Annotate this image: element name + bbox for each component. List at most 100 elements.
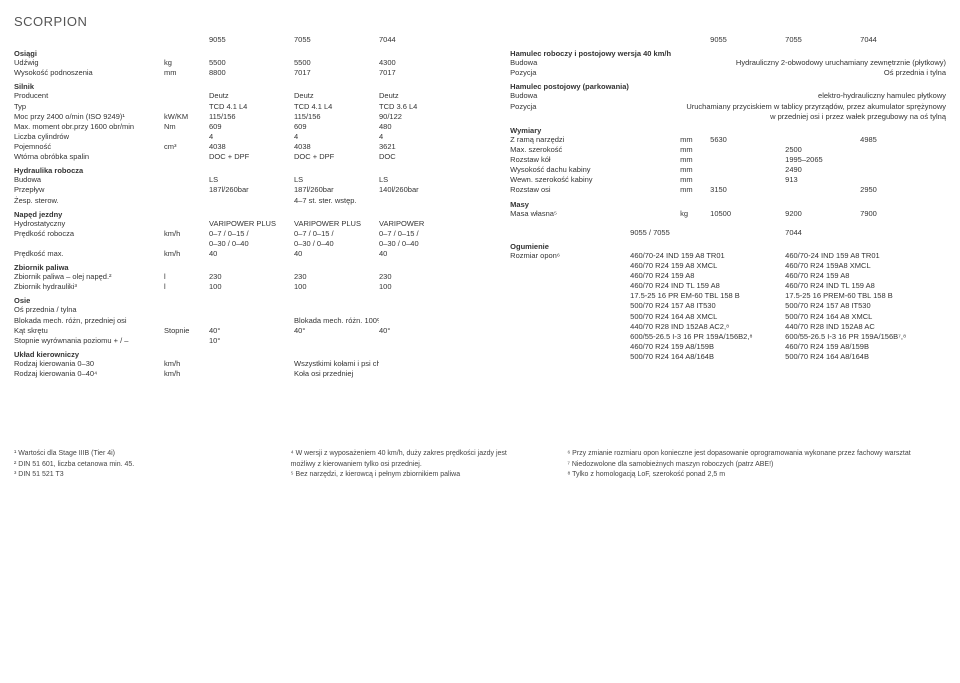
tire-value: 460/70 R24 IND TL 159 A8 — [630, 281, 785, 291]
spec-row: Przepływ187l/260bar187l/260bar140l/260ba… — [14, 185, 486, 195]
spec-value: 40° — [294, 326, 379, 336]
spec-value: 4038 — [209, 142, 294, 152]
footnote-col-2: ⁴ W wersji z wyposażeniem 40 km/h, duży … — [291, 449, 528, 481]
tire-value: 440/70 R28 IND 152A8 AC2,⁸ — [630, 322, 785, 332]
tire-value: 500/70 R24 164 A8 XMCL — [785, 312, 940, 322]
spec-label: Rozmiar opon⁶ — [510, 251, 630, 261]
tire-row: 460/70 R24 159 A8460/70 R24 159 A8 — [510, 271, 946, 281]
spec-value: 140l/260bar — [379, 185, 464, 195]
section-heading: Hamulec postojowy (parkowania) — [510, 82, 946, 91]
spec-value: elektro-hydrauliczny hamulec płytkowy — [680, 91, 946, 101]
spec-label: Wysokość dachu kabiny — [510, 165, 680, 175]
tire-value: 500/70 R24 164 A8/164B — [785, 352, 940, 362]
spec-row: Stopnie wyrównania poziomu + / –10° — [14, 336, 486, 346]
spec-label: Udźwig — [14, 58, 164, 68]
spec-label: Przepływ — [14, 185, 164, 195]
tire-value: 500/70 R24 157 A8 IT530 — [630, 301, 785, 311]
spec-value: 40 — [209, 249, 294, 259]
spec-label: Producent — [14, 91, 164, 101]
spec-row: Wysokość podnoszeniamm880070177017 — [14, 68, 486, 78]
spec-unit: km/h — [164, 229, 209, 239]
right-model-1: 9055 — [710, 35, 785, 45]
footnotes: ¹ Wartości dla Stage IIIB (Tier 4i)² DIN… — [14, 449, 946, 481]
right-model-3: 7044 — [860, 35, 935, 45]
tire-row: 460/70 R24 159 A8 XMCL460/70 R24 159A8 X… — [510, 261, 946, 271]
spec-value: 7900 — [860, 209, 935, 219]
spec-label: Hydrostatyczny — [14, 219, 164, 229]
spec-unit: mm — [680, 185, 710, 195]
footnote-col-3: ⁶ Przy zmianie rozmiaru opon konieczne j… — [567, 449, 946, 481]
spec-row: Z ramą narzędzimm56304985 — [510, 135, 946, 145]
spec-value: 40° — [379, 326, 464, 336]
tire-value: 17.5-25 16 PREM-60 TBL 158 B — [785, 291, 940, 301]
spec-value: 5500 — [209, 58, 294, 68]
spec-unit: l — [164, 282, 209, 292]
spec-unit: kW/KM — [164, 112, 209, 122]
tire-value: 460/70 R24 IND TL 159 A8 — [785, 281, 940, 291]
spec-label: Masa własna⁵ — [510, 209, 680, 219]
spec-row: Blokada mech. różn, przedniej osiBlokada… — [14, 316, 486, 326]
spec-value: Hydrauliczny 2-obwodowy uruchamiany zewn… — [680, 58, 946, 68]
tire-value: 460/70 R24 159A8 XMCL — [785, 261, 940, 271]
spec-value: 480 — [379, 122, 464, 132]
footnote: ⁴ W wersji z wyposażeniem 40 km/h, duży … — [291, 449, 528, 470]
left-model-1: 9055 — [209, 35, 294, 45]
spec-value: 9200 — [785, 209, 860, 219]
spec-row: Max. szerokośćmm2500 — [510, 145, 946, 155]
spec-value: 10° — [209, 336, 294, 346]
spec-value: Koła osi przedniej — [294, 369, 379, 379]
spec-unit: kg — [680, 209, 710, 219]
spec-label: Wysokość podnoszenia — [14, 68, 164, 78]
spec-value: LS — [209, 175, 294, 185]
section-heading: Hydraulika robocza — [14, 166, 486, 175]
spec-value: DOC + DPF — [209, 152, 294, 162]
tire-value: 600/55-26.5 I-3 16 PR 159A/156B⁷,⁸ — [785, 332, 940, 342]
spec-value: 40 — [379, 249, 464, 259]
page-title: SCORPION — [14, 14, 946, 29]
spec-value: 4 — [294, 132, 379, 142]
spec-unit: Stopnie — [164, 326, 209, 336]
section-heading: Osiągi — [14, 49, 486, 58]
spec-value: DOC + DPF — [294, 152, 379, 162]
spec-unit: kg — [164, 58, 209, 68]
tire-value: 500/70 R24 157 A8 IT530 — [785, 301, 940, 311]
spec-label: Budowa — [510, 91, 680, 101]
spec-value: 4–7 st. ster. wstęp. — [294, 196, 379, 206]
tire-value: 460/70-24 IND 159 A8 TR01 — [785, 251, 940, 261]
tire-row: 500/70 R24 164 A8 XMCL500/70 R24 164 A8 … — [510, 312, 946, 322]
spec-row: Max. moment obr.przy 1600 obr/minNm60960… — [14, 122, 486, 132]
spec-value: VARIPOWER — [379, 219, 464, 229]
spec-unit: mm — [680, 175, 710, 185]
spec-value: 3621 — [379, 142, 464, 152]
footnote: ³ DIN 51 521 T3 — [14, 470, 251, 481]
left-model-2: 7055 — [294, 35, 379, 45]
spec-value: 0–30 / 0–40 — [294, 239, 379, 249]
footnote: ¹ Wartości dla Stage IIIB (Tier 4i) — [14, 449, 251, 460]
spec-value: 40 — [294, 249, 379, 259]
spec-label: Zbiornik paliwa – olej napęd.² — [14, 272, 164, 282]
spec-value: 4300 — [379, 58, 464, 68]
spec-value: VARIPOWER PLUS — [294, 219, 379, 229]
spec-value: 100 — [294, 282, 379, 292]
tire-value: 500/70 R24 164 A8/164B — [630, 352, 785, 362]
spec-label: Rodzaj kierowania 0–40⁴ — [14, 369, 164, 379]
spec-value: Wszystkimi kołami i psi chód — [294, 359, 379, 369]
spec-row: Prędkość roboczakm/h0–7 / 0–15 /0–7 / 0–… — [14, 229, 486, 239]
spec-value: DOC — [379, 152, 464, 162]
spec-label: Blokada mech. różn, przedniej osi — [14, 316, 164, 326]
section-heading: Hamulec roboczy i postojowy wersja 40 km… — [510, 49, 946, 58]
spec-row: Żesp. sterow.4–7 st. ster. wstęp. — [14, 196, 486, 206]
spec-label: Zbiornik hydrauliki³ — [14, 282, 164, 292]
spec-label: Max. szerokość — [510, 145, 680, 155]
spec-value: Uruchamiany przyciskiem w tablicy przyrz… — [680, 102, 946, 122]
section-heading: Silnik — [14, 82, 486, 91]
tire-value: 460/70 R24 159 A8/159B — [785, 342, 940, 352]
spec-value: 90/122 — [379, 112, 464, 122]
tire-row: 460/70 R24 IND TL 159 A8460/70 R24 IND T… — [510, 281, 946, 291]
spec-row: TypTCD 4.1 L4TCD 4.1 L4TCD 3.6 L4 — [14, 102, 486, 112]
right-model-2: 7055 — [785, 35, 860, 45]
spec-row: PozycjaOś przednia i tylna — [510, 68, 946, 78]
spec-row: Wtórna obróbka spalinDOC + DPFDOC + DPFD… — [14, 152, 486, 162]
tire-row: 500/70 R24 157 A8 IT530500/70 R24 157 A8… — [510, 301, 946, 311]
spec-row: Zbiornik hydrauliki³l100100100 — [14, 282, 486, 292]
